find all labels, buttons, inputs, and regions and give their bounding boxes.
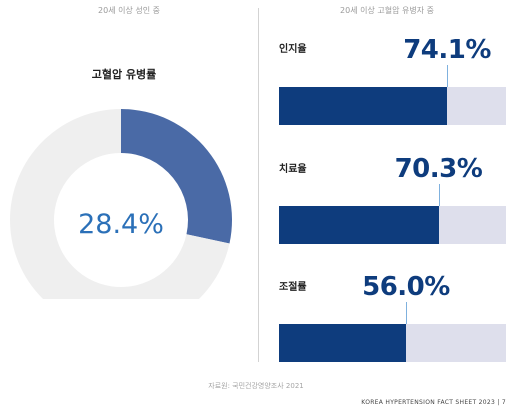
donut-slice-remainder bbox=[10, 109, 230, 299]
donut-value-label: 28.4% bbox=[78, 209, 164, 240]
source-note: 자료원: 국민건강영양조사 2021 bbox=[208, 382, 304, 390]
bar-track bbox=[279, 87, 506, 125]
bar-value-label: 74.1% bbox=[403, 35, 491, 65]
bar-label: 치료율 bbox=[279, 164, 307, 175]
bar-fill bbox=[279, 206, 439, 244]
panel-divider bbox=[258, 8, 259, 362]
bars-caption: 20세 이상 고혈압 유병자 중 bbox=[340, 6, 434, 15]
bar-label: 조절률 bbox=[279, 282, 307, 293]
bar-leader-line bbox=[447, 65, 449, 87]
donut-slice-prevalence bbox=[121, 109, 232, 244]
donut-title: 고혈압 유병률 bbox=[91, 68, 157, 81]
bar-value-label: 70.3% bbox=[394, 154, 483, 184]
bar-track bbox=[279, 206, 506, 244]
page-footer: KOREA HYPERTENSION FACT SHEET 2023 | 7 bbox=[361, 399, 506, 406]
bar-fill bbox=[279, 324, 407, 362]
donut-caption: 20세 이상 성인 중 bbox=[98, 6, 160, 15]
bar-track bbox=[279, 324, 506, 362]
bar-fill bbox=[279, 87, 448, 125]
bar-leader-line bbox=[438, 184, 440, 206]
bar-label: 인지율 bbox=[279, 44, 307, 55]
donut-chart: 28.4% bbox=[10, 109, 232, 299]
bar-leader-line bbox=[406, 302, 408, 324]
bar-value-label: 56.0% bbox=[362, 272, 450, 302]
